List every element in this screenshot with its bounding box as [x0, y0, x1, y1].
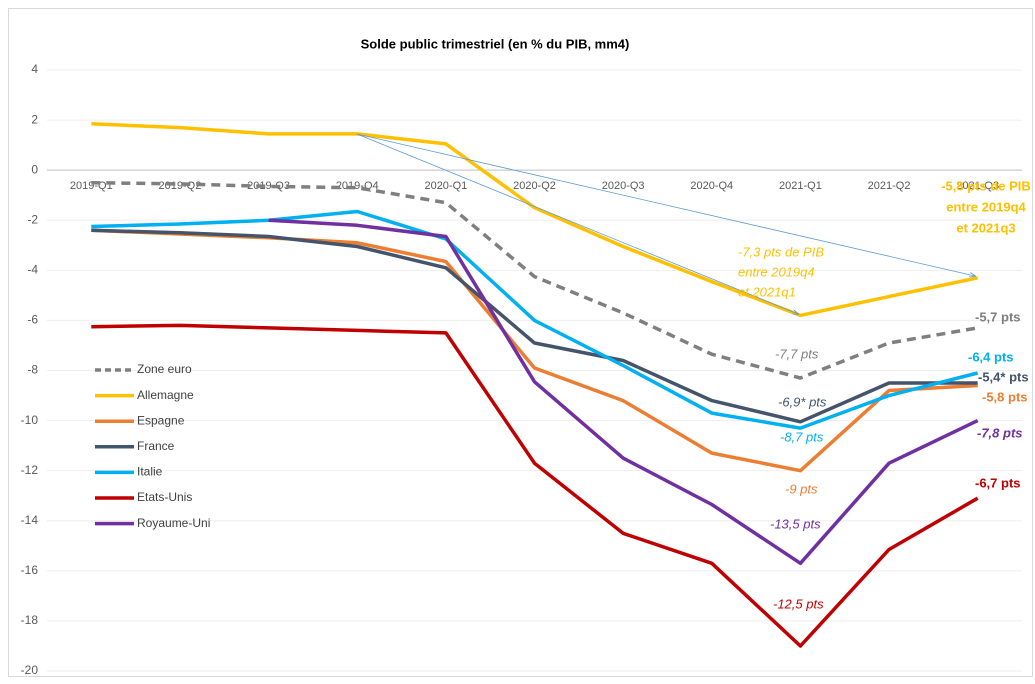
series-line [91, 228, 978, 424]
x-tick-label: 2019-Q3 [247, 180, 290, 192]
annotation: -9 pts [785, 481, 818, 496]
annotations: -5,8 pts de PIB entre 2019q4 et 2021q3 -7,3… [738, 178, 1031, 611]
x-tick-label: 2020-Q4 [690, 180, 733, 192]
annotation: -6,9* pts [778, 394, 827, 409]
arrows [356, 133, 975, 314]
annotation: et 2021q1 [738, 284, 796, 299]
annotation: -7,3 pts de PIB [738, 244, 824, 259]
x-tick-label: 2019-Q4 [336, 180, 379, 192]
chart-title: Solde public trimestriel (en % du PIB, m… [361, 36, 630, 51]
annotation: et 2021q3 [956, 220, 1015, 235]
x-tick-label: 2021-Q1 [779, 180, 822, 192]
series-line [91, 122, 979, 318]
annotation: -5,8 pts [982, 389, 1028, 404]
x-tick-label: 2020-Q2 [513, 180, 556, 192]
annotation: -13,5 pts [770, 516, 821, 531]
y-tick-label: 4 [31, 62, 38, 76]
y-tick-label: -4 [27, 263, 38, 277]
annotation: -12,5 pts [773, 596, 824, 611]
y-tick-label: 0 [31, 162, 38, 176]
annotation: -5,8 pts de PIB [941, 178, 1031, 193]
series-line [91, 228, 978, 473]
series-line [91, 209, 979, 430]
arrow [356, 133, 798, 314]
legend-label: Espagne [137, 413, 185, 427]
annotation: -5,4* pts [978, 369, 1029, 384]
x-tick-label: 2021-Q2 [868, 180, 911, 192]
x-tick-label: 2020-Q3 [602, 180, 645, 192]
series-line [91, 180, 978, 380]
annotation: -7,8 pts [977, 425, 1023, 440]
x-tick-label: 2019-Q2 [159, 180, 202, 192]
annotation: -6,4 pts [968, 349, 1014, 364]
chart-border [8, 8, 1033, 677]
annotation: -8,7 pts [780, 429, 824, 444]
y-tick-label: -20 [21, 663, 39, 677]
legend-label: Allemagne [137, 388, 194, 402]
y-tick-label: -10 [21, 413, 39, 427]
series-line [268, 218, 979, 566]
y-tick-label: -12 [21, 463, 39, 477]
legend-label: France [137, 439, 175, 453]
y-tick-label: 2 [31, 112, 38, 126]
lines [91, 122, 979, 648]
series-line [91, 323, 979, 648]
y-tick-label: -8 [27, 363, 38, 377]
annotation: -5,7 pts [975, 309, 1021, 324]
legend-label: Etats-Unis [137, 490, 192, 504]
annotation: entre 2019q4 [738, 264, 815, 279]
legend-label: Royaume-Uni [137, 516, 210, 530]
legend-label: Italie [137, 465, 163, 479]
y-tick-label: -18 [21, 613, 39, 627]
legend: Zone euro Allemagne Espagne France Italie Eta… [95, 362, 210, 530]
y-tick-label: -2 [27, 212, 38, 226]
annotation: -7,7 pts [775, 346, 819, 361]
annotation: -6,7 pts [975, 475, 1021, 490]
x-tick-label: 2021-Q3 [956, 180, 999, 192]
x-tick-label: 2020-Q1 [424, 180, 467, 192]
y-tick-label: -6 [27, 313, 38, 327]
annotation: entre 2019q4 [946, 199, 1026, 214]
legend-label: Zone euro [137, 362, 192, 376]
y-tick-label: -14 [21, 513, 39, 527]
arrow [356, 133, 975, 276]
x-tick-label: 2019-Q1 [70, 180, 113, 192]
y-tick-label: -16 [21, 563, 39, 577]
